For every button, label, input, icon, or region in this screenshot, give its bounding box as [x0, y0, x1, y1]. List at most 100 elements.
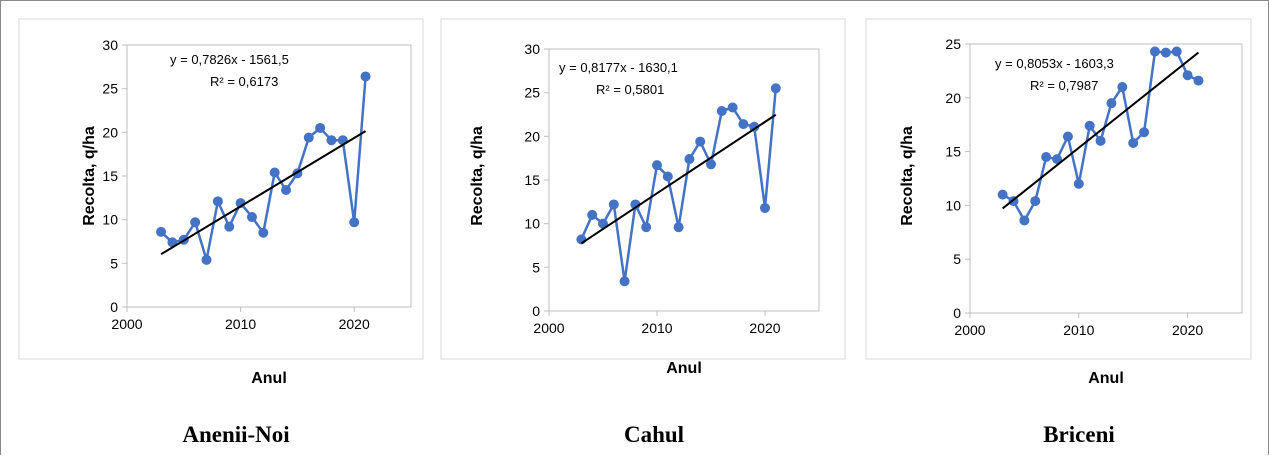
data-point — [997, 189, 1008, 200]
y-tick-label: 25 — [945, 36, 961, 52]
data-point — [1041, 151, 1052, 162]
y-tick-label: 5 — [110, 255, 118, 271]
data-point — [1171, 46, 1182, 57]
r-squared: R² = 0,6173 — [210, 74, 278, 89]
data-point — [1128, 137, 1139, 148]
data-point — [652, 160, 662, 171]
data-point — [619, 276, 630, 287]
trend-line — [1002, 51, 1200, 210]
data-point — [716, 106, 727, 117]
y-tick-label: 15 — [524, 172, 540, 188]
data-point — [1117, 82, 1128, 93]
y-tick-label: 0 — [110, 299, 118, 315]
data-point — [315, 122, 326, 133]
chart-caption: Briceni — [1043, 422, 1115, 447]
y-tick-label: 20 — [524, 128, 540, 144]
data-point — [695, 136, 706, 147]
y-tick-label: 0 — [532, 303, 540, 319]
data-point — [156, 226, 167, 237]
y-tick-label: 30 — [524, 41, 540, 57]
data-point — [706, 159, 716, 170]
data-point — [269, 167, 280, 178]
data-point — [641, 222, 652, 233]
y-tick-label: 15 — [102, 168, 118, 184]
chart-cahul — [440, 18, 846, 360]
data-point — [770, 83, 781, 94]
x-axis-title: Anul — [1088, 370, 1124, 387]
trend-line — [160, 130, 367, 256]
data-point — [1030, 196, 1041, 207]
data-point — [246, 212, 257, 223]
x-tick-label: 2010 — [1063, 322, 1094, 338]
y-tick-label: 15 — [945, 144, 961, 160]
chart-frame — [440, 18, 846, 360]
data-point — [673, 222, 684, 233]
data-point — [1193, 75, 1204, 86]
data-point — [303, 132, 314, 143]
data-point — [1052, 154, 1063, 165]
y-tick-label: 20 — [945, 90, 961, 106]
chart-caption: Cahul — [624, 422, 684, 447]
data-point — [760, 202, 770, 213]
x-tick-label: 2000 — [954, 322, 985, 338]
x-axis-title: Anul — [251, 370, 287, 387]
data-point — [281, 184, 292, 195]
data-point — [1062, 131, 1073, 142]
x-tick-label: 2000 — [533, 320, 564, 336]
y-tick-label: 10 — [102, 212, 118, 228]
y-tick-label: 30 — [102, 37, 118, 53]
y-axis-title: Recolta, q/ha — [469, 126, 486, 226]
plot-area — [969, 43, 1243, 314]
trend-line — [580, 113, 777, 245]
y-tick-label: 5 — [953, 251, 961, 267]
x-tick-label: 2010 — [641, 320, 672, 336]
data-point — [360, 71, 371, 82]
chart-anenii-noi — [18, 18, 424, 360]
y-tick-label: 20 — [102, 124, 118, 140]
x-axis-title: Anul — [666, 360, 702, 377]
y-tick-label: 0 — [953, 305, 961, 321]
trend-equation: y = 0,7826x - 1561,5 — [170, 52, 289, 67]
r-squared: R² = 0,5801 — [596, 82, 664, 97]
data-point — [662, 171, 673, 182]
data-point — [201, 254, 212, 265]
data-point — [1182, 70, 1193, 81]
y-axis-title: Recolta, q/ha — [899, 126, 916, 226]
x-tick-label: 2000 — [111, 316, 142, 332]
data-point — [326, 135, 337, 146]
r-squared: R² = 0,7987 — [1030, 78, 1098, 93]
y-tick-label: 25 — [524, 85, 540, 101]
data-point — [224, 221, 235, 232]
data-point — [1160, 47, 1171, 58]
y-tick-label: 10 — [524, 216, 540, 232]
x-tick-label: 2020 — [1172, 322, 1203, 338]
data-point — [1084, 120, 1095, 131]
x-tick-label: 2020 — [749, 320, 780, 336]
x-tick-label: 2010 — [225, 316, 256, 332]
data-point — [190, 217, 201, 228]
chart-caption: Anenii-Noi — [182, 422, 290, 447]
data-point — [212, 196, 223, 207]
data-point — [1139, 127, 1150, 138]
data-point — [1149, 46, 1160, 57]
data-point — [1073, 178, 1084, 189]
trend-equation: y = 0,8053x - 1603,3 — [995, 56, 1114, 71]
data-point — [608, 199, 619, 210]
data-point — [1019, 215, 1030, 226]
data-point — [684, 154, 695, 165]
trend-equation: y = 0,8177x - 1630,1 — [559, 60, 678, 75]
chart-frame — [18, 18, 424, 360]
data-point — [587, 209, 598, 220]
y-tick-label: 5 — [532, 259, 540, 275]
data-point — [738, 119, 749, 130]
y-tick-label: 10 — [945, 197, 961, 213]
chart-briceni — [865, 18, 1252, 360]
y-axis-title: Recolta, q/ha — [81, 126, 98, 226]
data-point — [1106, 98, 1117, 109]
data-point — [349, 217, 360, 228]
data-point — [258, 227, 269, 238]
data-point — [727, 102, 738, 113]
data-point — [1095, 135, 1106, 146]
